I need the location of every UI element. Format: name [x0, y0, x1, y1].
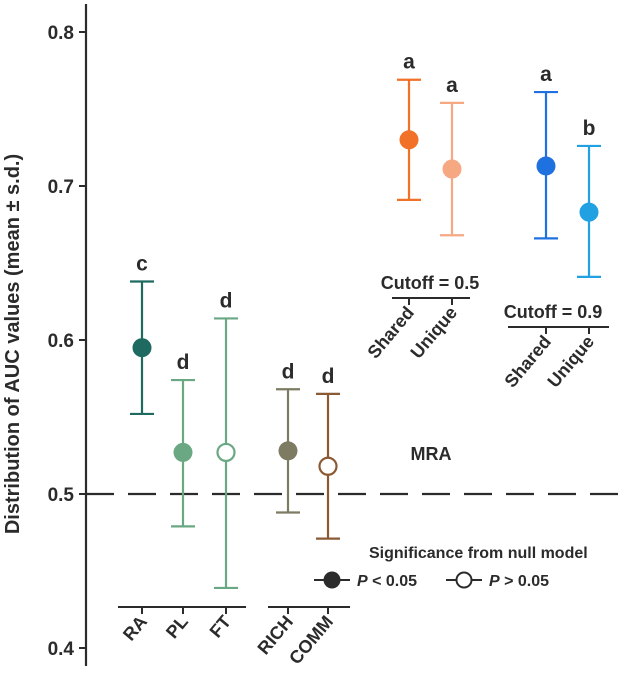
significance-letter: d: [322, 365, 335, 388]
category-label: FT: [206, 612, 235, 642]
y-tick-label: 0.5: [48, 485, 75, 506]
mean-point-filled: [132, 338, 152, 358]
significance-letter: a: [403, 51, 415, 74]
significance-letter: a: [446, 74, 458, 97]
mean-point-filled: [442, 159, 462, 179]
mean-point-filled: [173, 442, 193, 462]
mean-point-open: [216, 442, 236, 463]
legend-p-threshold: < 0.05: [368, 573, 417, 590]
legend-item-label: P < 0.05: [357, 573, 417, 590]
category-label: PL: [162, 612, 192, 642]
significance-letter: a: [540, 63, 552, 86]
significance-letter: c: [136, 252, 148, 275]
category-label: COMM: [285, 612, 337, 669]
legend-marker-open: [455, 571, 473, 589]
reference-line-label: MRA: [411, 444, 452, 464]
mean-point-filled: [278, 441, 298, 461]
mean-point-open: [318, 456, 338, 476]
legend-item-label: P > 0.05: [489, 573, 549, 590]
y-tick-label: 0.7: [48, 177, 74, 198]
legend-p-symbol: P: [489, 573, 500, 590]
category-label: Unique: [407, 303, 462, 363]
y-axis-title: Distribution of AUC values (mean ± s.d.): [2, 154, 24, 534]
legend-p-threshold: > 0.05: [500, 573, 549, 590]
category-label: Unique: [544, 332, 599, 392]
cutoff-group-label: Cutoff = 0.9: [504, 302, 603, 322]
category-label: RA: [119, 612, 151, 645]
significance-letter: d: [282, 360, 295, 383]
y-tick-label: 0.6: [48, 331, 74, 352]
mean-point-filled: [579, 202, 599, 222]
y-tick-label: 0.4: [48, 639, 75, 660]
cutoff-group-label: Cutoff = 0.5: [381, 273, 480, 293]
mean-point-filled: [536, 156, 556, 176]
significance-letter: d: [177, 351, 190, 374]
legend-p-symbol: P: [357, 573, 368, 590]
legend-title: Significance from null model: [369, 545, 588, 562]
significance-letter: b: [583, 117, 596, 140]
y-tick-label: 0.8: [48, 23, 74, 44]
legend-marker-filled: [323, 571, 341, 589]
mean-point-filled: [399, 130, 419, 150]
significance-letter: d: [220, 289, 233, 312]
